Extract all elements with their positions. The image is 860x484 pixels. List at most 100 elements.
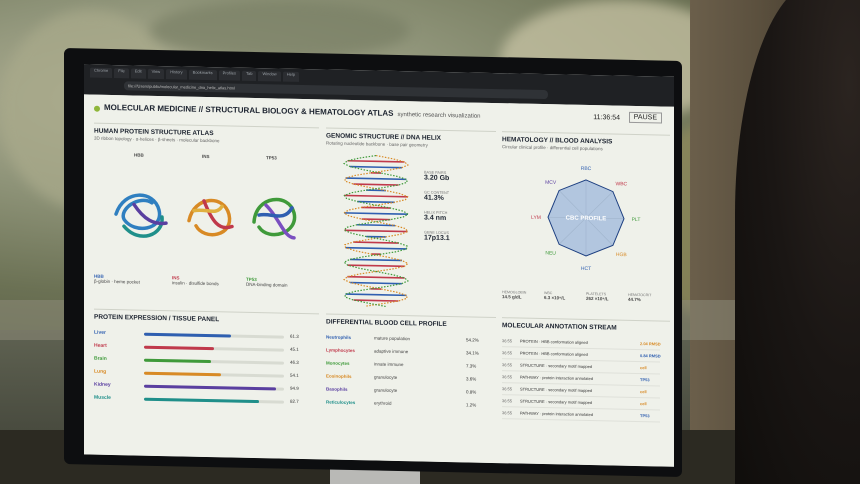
helix-strand [343, 154, 410, 308]
tissue-label: Heart [94, 342, 107, 349]
cell-desc: mature population [374, 335, 411, 342]
expression-row: Liver 61.3 [94, 328, 304, 342]
bar-track [144, 345, 284, 352]
stream-text: PATHWAY · protein interaction annotated [520, 374, 593, 382]
cbc-polygon [547, 179, 625, 257]
expression-value: 82.7 [290, 398, 299, 404]
stream-tag: cell [640, 401, 647, 407]
summary-value: 6.3 ×10⁹/L [544, 295, 566, 301]
cell-desc: innate immune [374, 361, 404, 368]
bar-track [144, 358, 284, 365]
radar-axis-label: HCT [581, 266, 591, 272]
menu-item[interactable]: Bookmarks [188, 69, 217, 81]
base-pair [344, 212, 408, 216]
stream-time: 36:55 [502, 350, 513, 356]
stream-time: 36:55 [502, 362, 513, 368]
bar-fill [144, 332, 231, 338]
base-pair [347, 159, 405, 163]
cell-row: Basophils granulocyte 0.8% [326, 384, 486, 398]
cell-value: 34.1% [466, 350, 479, 356]
base-pair [347, 264, 405, 268]
menu-item[interactable]: Help [282, 71, 299, 82]
stream-tag: TP53 [640, 413, 650, 419]
stream-text: STRUCTURE · secondary motif mapped [520, 398, 593, 406]
expression-row: Lung 54.1 [94, 367, 304, 381]
base-pair [361, 206, 391, 209]
base-pair [347, 275, 405, 279]
helix-strand [342, 154, 409, 307]
summary-item: HEMATOCRIT 44.7% [628, 293, 651, 302]
expression-row: Heart 45.1 [94, 341, 304, 355]
summary-item: WBC 6.3 ×10⁹/L [544, 291, 565, 300]
expression-bars: Liver 61.3 Heart 45.1 Brain 46.3 Lung 54.1 Kidne… [94, 328, 319, 443]
stream-time: 36:55 [502, 410, 513, 416]
stat-value: 17p13.1 [424, 234, 450, 243]
radar-axis-label: RBC [581, 166, 592, 172]
menu-item[interactable]: File [114, 68, 129, 79]
hematology-panel: HEMATOLOGY // BLOOD ANALYSIS Circular cl… [502, 131, 670, 316]
tp53-ribbon [252, 197, 297, 240]
legend-desc: β-globin · heme pocket [94, 278, 140, 285]
cell-row: Eosinophils granulocyte 3.6% [326, 371, 486, 385]
stream-text: STRUCTURE · secondary motif mapped [520, 386, 593, 394]
hematology-summary: HEMOGLOBIN 14.5 g/dL WBC 6.3 ×10⁹/L PLATELET… [502, 290, 670, 302]
summary-value: 14.5 g/dL [502, 294, 522, 300]
stream-tag: cell [640, 389, 647, 395]
tissue-label: Liver [94, 329, 106, 336]
cell-desc: adaptive immune [374, 348, 409, 355]
protein-ribbons [114, 193, 297, 240]
menu-item[interactable]: View [147, 68, 165, 80]
bar-track [144, 384, 284, 391]
protein-legend: HBB β-globin · heme pocket INS insulin ·… [94, 274, 319, 288]
radar-axis-label: MCV [545, 180, 557, 186]
cell-desc: granulocyte [374, 387, 398, 393]
protein-name: INS [202, 153, 210, 160]
radar-axis-label: PLT [632, 217, 641, 223]
bar-track [144, 397, 284, 404]
cell-name: Basophils [326, 386, 348, 392]
cell-row: Monocytes innate immune 7.3% [326, 358, 486, 372]
cell-name: Monocytes [326, 360, 350, 366]
tissue-label: Brain [94, 355, 107, 362]
bar-fill [144, 345, 214, 351]
base-pair [344, 194, 408, 198]
summary-item: HEMOGLOBIN 14.5 g/dL [502, 290, 526, 300]
cell-row: Lymphocytes adaptive immune 34.1% [326, 345, 486, 359]
hbb-ribbon [114, 193, 168, 238]
bar-track [144, 332, 284, 339]
stat-block: HELIX PITCH 3.4 nm [424, 211, 494, 223]
summary-value: 44.7% [628, 296, 641, 303]
cell-name: Eosinophils [326, 373, 352, 380]
menu-item[interactable]: Chrome [90, 67, 113, 79]
cell-row: Neutrophils mature population 54.2% [326, 332, 486, 346]
page-title: MOLECULAR MEDICINE // STRUCTURAL BIOLOGY… [104, 103, 481, 120]
base-pair [357, 223, 395, 227]
expression-row: Muscle 82.7 [94, 393, 304, 407]
tissue-label: Kidney [94, 381, 111, 388]
legend-desc: DNA-binding domain [246, 281, 288, 288]
protein-name: TP53 [266, 155, 277, 161]
pause-button[interactable]: PAUSE [628, 111, 662, 124]
stream-row: 36:55 PATHWAY · protein interaction annot… [502, 408, 660, 423]
person-silhouette [735, 0, 860, 484]
stat-value: 41.3% [424, 194, 444, 202]
menu-item[interactable]: Edit [130, 68, 146, 79]
panel-title: PROTEIN EXPRESSION / TISSUE PANEL [94, 313, 220, 324]
menu-item[interactable]: Tab [242, 70, 257, 82]
menu-item[interactable]: Window [258, 71, 281, 82]
menu-item[interactable]: History [166, 69, 187, 80]
expression-panel: PROTEIN EXPRESSION / TISSUE PANEL Liver 6… [94, 308, 319, 455]
genomic-stats: BASE PAIRS 3.20 Gb GC CONTENT 41.3% HELIX PI… [424, 171, 494, 252]
menu-item[interactable]: Profiles [218, 70, 241, 81]
dashboard: MOLECULAR MEDICINE // STRUCTURAL BIOLOGY… [84, 94, 674, 467]
stream-tag: 0.84 RMSD [640, 353, 661, 359]
radar-center-label: CBC PROFILE [566, 216, 607, 223]
stream-tag: 2.04 RMSD [640, 341, 661, 347]
base-pair [349, 258, 403, 262]
stream-text: PROTEIN · HBB conformation aligned [520, 338, 588, 345]
expression-value: 94.9 [290, 385, 299, 391]
expression-value: 45.1 [290, 346, 299, 352]
page-subtitle: synthetic research visualization [397, 111, 481, 120]
status-dot-icon [94, 105, 100, 112]
radar-axis-label: WBC [616, 181, 628, 187]
